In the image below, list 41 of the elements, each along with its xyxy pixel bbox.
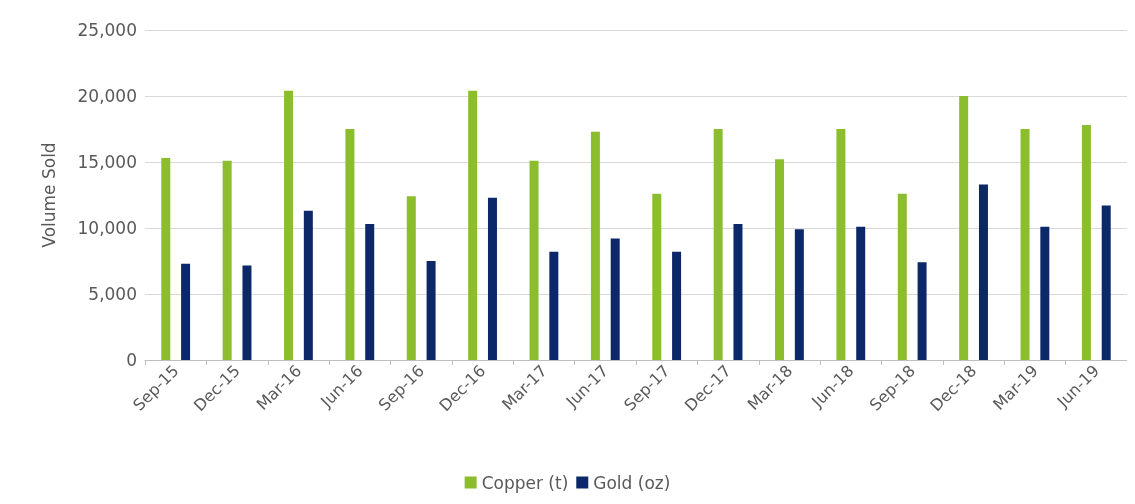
y-axis-title: Volume Sold <box>38 142 59 248</box>
bar <box>406 196 416 360</box>
y-tick-label: 5,000 <box>88 284 137 304</box>
y-tick-label: 25,000 <box>77 20 137 40</box>
bar <box>794 229 804 360</box>
bar <box>1101 205 1111 360</box>
bar <box>672 251 682 360</box>
legend-label: Gold (oz) <box>593 472 671 493</box>
bar <box>1040 226 1050 360</box>
bar <box>345 129 355 360</box>
bar <box>733 224 743 360</box>
bar <box>222 160 232 360</box>
bar <box>713 129 723 360</box>
y-tick-label: 20,000 <box>77 86 137 106</box>
y-tick-label: 15,000 <box>77 152 137 172</box>
bar <box>978 184 988 360</box>
bar <box>856 226 866 360</box>
bar <box>652 193 662 360</box>
bar <box>426 261 436 360</box>
bar <box>303 210 313 360</box>
bar <box>549 251 559 360</box>
bar <box>161 158 171 360</box>
bar <box>1081 125 1091 360</box>
bar <box>590 131 600 360</box>
bar <box>775 159 785 360</box>
bar <box>365 224 375 360</box>
bar <box>1020 129 1030 360</box>
bar <box>610 238 620 360</box>
bar <box>468 90 478 360</box>
bar <box>897 193 907 360</box>
bar <box>836 129 846 360</box>
bar <box>242 265 252 360</box>
bar <box>284 90 294 360</box>
bar <box>959 96 969 360</box>
bar <box>529 160 539 360</box>
y-tick-label: 10,000 <box>77 218 137 238</box>
bar <box>917 262 927 360</box>
y-tick-label: 0 <box>126 350 137 370</box>
legend-label: Copper (t) <box>481 472 569 493</box>
bar <box>181 263 191 360</box>
bar <box>487 197 497 360</box>
